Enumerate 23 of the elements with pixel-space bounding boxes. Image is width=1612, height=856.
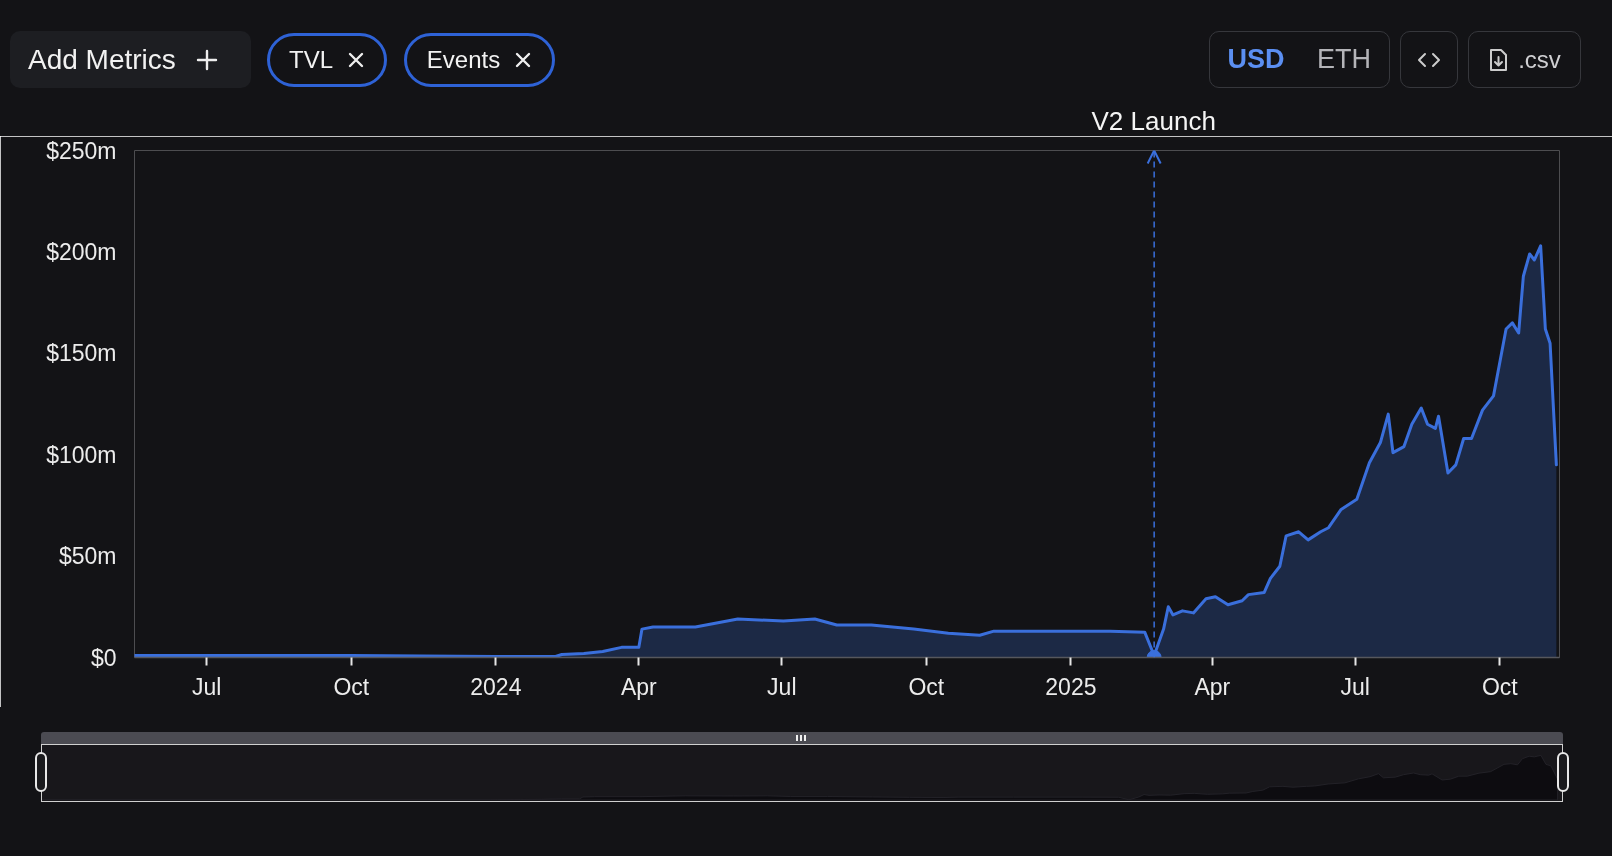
x-tick-label: 2025 — [1045, 673, 1097, 700]
y-tick-label: $100m — [46, 441, 117, 468]
x-tick-label: 2024 — [470, 673, 522, 700]
x-tick-label: Apr — [1194, 673, 1231, 700]
ref-line-label: V2 Launch — [1091, 106, 1216, 136]
y-tick-label: $250m — [46, 137, 117, 164]
control-currency-option: ETH — [1300, 34, 1388, 85]
x-tick-label: Oct — [333, 673, 370, 700]
control-download: .csv — [1468, 31, 1581, 88]
control-add-metrics: Add Metrics — [10, 31, 251, 88]
control-currency-option: USD — [1212, 34, 1300, 85]
y-tick-label: $200m — [46, 238, 117, 265]
x-tick-label: Oct — [1481, 673, 1519, 700]
x-tick-label: Jul — [1340, 673, 1370, 700]
control-metric-chip: Events — [404, 33, 555, 87]
x-tick-label: Apr — [620, 673, 658, 700]
x-tick-label: Jul — [192, 673, 222, 700]
x-tick-label: Oct — [908, 673, 945, 700]
y-tick-label: $0 — [90, 644, 117, 671]
control-metric-chip: TVL — [267, 33, 387, 87]
x-tick-label: Jul — [767, 673, 797, 700]
y-tick-label: $150m — [46, 340, 117, 367]
y-tick-label: $50m — [58, 543, 117, 570]
